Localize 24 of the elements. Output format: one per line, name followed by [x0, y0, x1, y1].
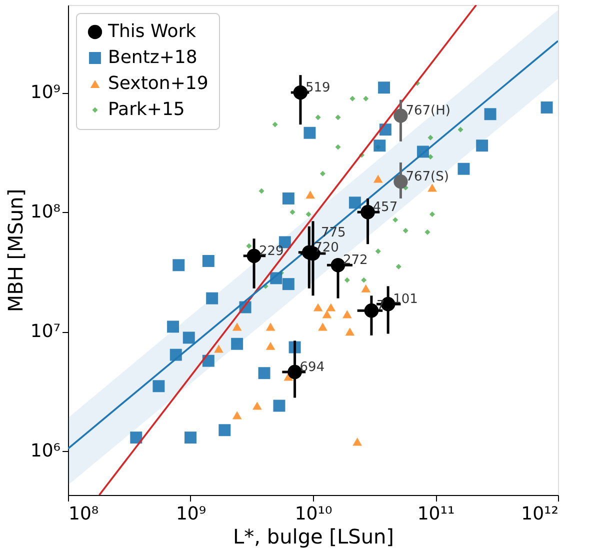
- annotation: 272: [343, 253, 368, 268]
- x-tick-label: 10⁹: [176, 504, 206, 524]
- annotation: 457: [372, 200, 398, 216]
- x-tick-label: 10¹²: [521, 504, 558, 524]
- annotation: 101: [393, 292, 418, 308]
- annotation: 767(H): [406, 104, 450, 119]
- x-tick-label: 10¹⁰: [294, 504, 332, 524]
- annotation: 694: [300, 360, 325, 375]
- legend-label: Bentz+18: [108, 47, 198, 68]
- y-tick-label: 10⁹: [30, 82, 60, 104]
- y-tick-label: 10⁶: [30, 440, 60, 462]
- legend-label: Park+15: [108, 99, 185, 120]
- y-tick-label: 10⁸: [30, 202, 60, 223]
- annotation: 229: [259, 244, 284, 259]
- x-axis-title: L*, bulge [LSun]: [233, 524, 394, 548]
- x-tick-label: 10⁸: [68, 504, 99, 524]
- annotation: 720: [314, 240, 339, 256]
- annotation: 767(S): [406, 170, 449, 185]
- y-axis-title: MBH [MSun]: [3, 188, 28, 312]
- x-tick-label: 10¹¹: [417, 504, 455, 524]
- y-tick-label: 10⁷: [30, 321, 60, 342]
- legend-label: Sexton+19: [108, 73, 208, 94]
- legend-label: This Work: [107, 21, 197, 42]
- annotation: 519: [305, 80, 330, 96]
